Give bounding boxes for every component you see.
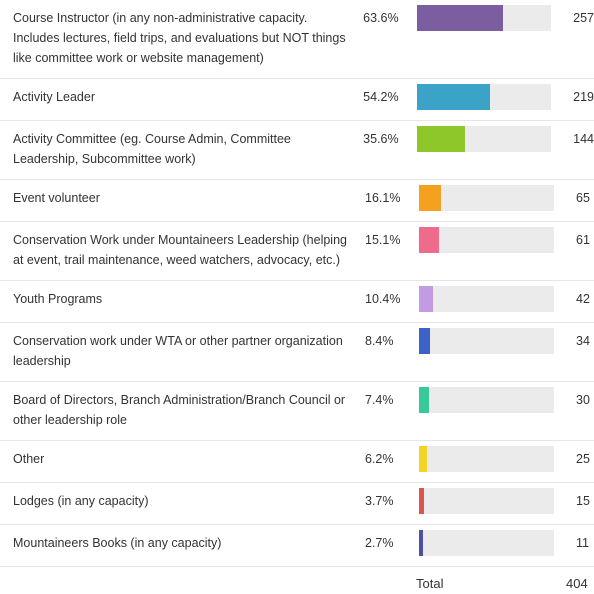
bar-track	[416, 84, 552, 110]
bar-track	[419, 387, 554, 413]
count-label: 65	[576, 191, 590, 205]
percent-label: 54.2%	[363, 90, 399, 104]
category-label: Activity Committee (eg. Course Admin, Co…	[13, 132, 291, 166]
bar	[416, 5, 503, 31]
count-label: 15	[576, 494, 590, 508]
count-label: 11	[576, 536, 589, 550]
result-row: Board of Directors, Branch Administratio…	[0, 382, 594, 441]
bar-track	[419, 286, 554, 312]
percent-label: 7.4%	[365, 393, 394, 407]
bar-track	[419, 446, 554, 472]
bar	[419, 530, 423, 556]
bar	[419, 286, 434, 312]
bar-track	[419, 328, 554, 354]
percent-label: 15.1%	[365, 233, 401, 247]
bar	[419, 446, 428, 472]
category-label: Lodges (in any capacity)	[13, 494, 149, 508]
percent-label: 6.2%	[365, 452, 394, 466]
bar-track	[416, 126, 552, 152]
category-label: Conservation Work under Mountaineers Lea…	[13, 233, 347, 267]
bar	[419, 387, 429, 413]
percent-label: 35.6%	[363, 132, 399, 146]
result-row: Conservation Work under Mountaineers Lea…	[0, 222, 594, 281]
result-row: Other 6.2% 25	[0, 441, 594, 483]
bar-track	[419, 185, 554, 211]
category-label: Activity Leader	[13, 90, 95, 104]
result-row: Conservation work under WTA or other par…	[0, 323, 594, 382]
result-row: Activity Leader 54.2% 219	[0, 79, 594, 121]
bar	[416, 126, 465, 152]
bar-track	[419, 530, 554, 556]
category-label: Event volunteer	[13, 191, 100, 205]
result-row: Lodges (in any capacity) 3.7% 15	[0, 483, 594, 525]
result-row: Course Instructor (in any non-administra…	[0, 0, 594, 79]
bar	[419, 185, 441, 211]
total-value: 404	[566, 576, 588, 591]
total-row: Total 404	[0, 567, 594, 594]
category-label: Other	[13, 452, 45, 466]
total-label: Total	[416, 576, 444, 591]
count-label: 34	[576, 334, 590, 348]
bar-track	[419, 488, 554, 514]
count-label: 42	[576, 292, 590, 306]
bar-track	[419, 227, 554, 253]
bar	[416, 84, 491, 110]
result-row: Event volunteer 16.1% 65	[0, 180, 594, 222]
percent-label: 2.7%	[365, 536, 394, 550]
category-label: Mountaineers Books (in any capacity)	[13, 536, 222, 550]
bar	[419, 227, 440, 253]
percent-label: 10.4%	[365, 292, 401, 306]
percent-label: 8.4%	[365, 334, 394, 348]
result-row: Mountaineers Books (in any capacity) 2.7%…	[0, 525, 594, 567]
bar	[419, 488, 424, 514]
bar-track	[416, 5, 552, 31]
percent-label: 63.6%	[363, 11, 399, 25]
category-label: Conservation work under WTA or other par…	[13, 334, 343, 368]
count-label: 257	[573, 11, 594, 25]
bar	[419, 328, 431, 354]
count-label: 30	[576, 393, 590, 407]
result-row: Youth Programs 10.4% 42	[0, 281, 594, 323]
count-label: 219	[573, 90, 594, 104]
category-label: Youth Programs	[13, 292, 103, 306]
count-label: 61	[576, 233, 590, 247]
percent-label: 3.7%	[365, 494, 394, 508]
result-row: Activity Committee (eg. Course Admin, Co…	[0, 121, 594, 180]
percent-label: 16.1%	[365, 191, 401, 205]
category-label: Course Instructor (in any non-administra…	[13, 11, 346, 65]
count-label: 25	[576, 452, 590, 466]
category-label: Board of Directors, Branch Administratio…	[13, 393, 346, 427]
count-label: 144	[573, 132, 594, 146]
